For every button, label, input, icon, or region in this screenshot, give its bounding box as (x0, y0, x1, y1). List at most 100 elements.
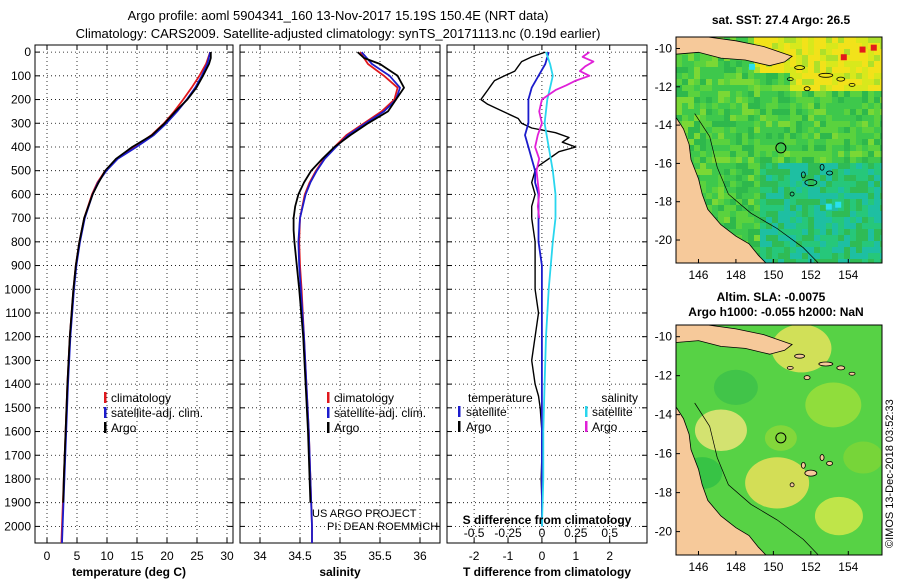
sst-cell (784, 127, 790, 133)
island-outline (804, 469, 818, 477)
sst-cell (814, 181, 820, 187)
sst-cell (856, 67, 862, 73)
sst-cell (766, 127, 772, 133)
sst-cell (742, 73, 748, 79)
map-lat-label: -10 (655, 41, 673, 55)
sst-cell (790, 259, 796, 263)
sst-cell (826, 127, 832, 133)
sst-cell (844, 199, 850, 205)
sst-cell (676, 73, 682, 79)
sst-cell (826, 67, 832, 73)
sst-cell (808, 115, 814, 121)
sst-cell (862, 229, 868, 235)
sst-cell (778, 97, 784, 103)
sst-cell (868, 235, 874, 241)
sst-cell (808, 193, 814, 199)
sst-cell (760, 73, 766, 79)
sst-cell (808, 199, 814, 205)
sst-cell (856, 259, 862, 263)
sst-cell (688, 151, 694, 157)
sst-cell (820, 253, 826, 259)
sst-cell (778, 43, 784, 49)
sst-cell (688, 133, 694, 139)
sst-cell (820, 73, 826, 79)
sst-cell (730, 37, 736, 43)
sst-cell (868, 49, 874, 55)
sst-cell (826, 145, 832, 151)
sla-blob (805, 382, 862, 428)
depth-tick-label: 1200 (4, 330, 31, 344)
sst-cell (838, 169, 844, 175)
sst-cell (820, 175, 826, 181)
sst-cell (790, 157, 796, 163)
sst-cell (712, 133, 718, 139)
sst-cell (784, 91, 790, 97)
sst-cell (820, 223, 826, 229)
depth-tick-label: 1100 (5, 306, 31, 320)
sst-cell (856, 229, 862, 235)
sst-cell (850, 37, 856, 43)
sst-cell (754, 73, 760, 79)
sst-cell (802, 133, 808, 139)
sst-cell (742, 85, 748, 91)
sst-cell (868, 151, 874, 157)
sst-cell (700, 127, 706, 133)
sst-cell (784, 43, 790, 49)
legend-title: salinity (601, 391, 638, 405)
sst-cell (856, 91, 862, 97)
sst-cell (862, 241, 868, 247)
sst-cell (838, 121, 844, 127)
sst-cell (868, 61, 874, 67)
sst-cell (826, 73, 832, 79)
sla-blob (745, 457, 810, 509)
sst-cell (712, 169, 718, 175)
sst-cell (772, 79, 778, 85)
sst-cell (832, 259, 838, 263)
sst-cell (748, 157, 754, 163)
sst-cell (718, 151, 724, 157)
sst-cell (808, 109, 814, 115)
sst-map-title: sat. SST: 27.4 Argo: 26.5 (712, 13, 851, 27)
map-lon-label: 150 (763, 268, 783, 282)
sst-cell (814, 73, 820, 79)
sst-cell (796, 193, 802, 199)
depth-tick-label: 300 (11, 116, 31, 130)
sst-cell (688, 103, 694, 109)
sst-cell (844, 49, 850, 55)
sst-cell (760, 85, 766, 91)
sst-cell (688, 115, 694, 121)
sst-cell (754, 109, 760, 115)
sst-cell (688, 145, 694, 151)
sst-cell (778, 139, 784, 145)
island-outline (848, 371, 856, 376)
sst-cell (778, 127, 784, 133)
sst-cell (754, 187, 760, 193)
sst-cell (856, 247, 862, 253)
sst-cell (706, 55, 712, 61)
sst-cell (802, 97, 808, 103)
sst-cell (838, 187, 844, 193)
sst-cell (682, 115, 688, 121)
sst-cell (742, 121, 748, 127)
sst-cell (868, 79, 874, 85)
sst-cell (742, 133, 748, 139)
top-tick-label: 0 (539, 526, 546, 540)
sst-cell (742, 145, 748, 151)
sst-cell (856, 223, 862, 229)
sst-cell (790, 175, 796, 181)
sst-cell (718, 103, 724, 109)
sst-cell (724, 115, 730, 121)
sst-cell (862, 175, 868, 181)
sst-cell (814, 55, 820, 61)
sst-cell (862, 259, 868, 263)
sst-cell (700, 139, 706, 145)
sst-cell (856, 115, 862, 121)
sst-cell (832, 97, 838, 103)
sst-cell (682, 109, 688, 115)
sst-cell (754, 175, 760, 181)
sst-cell (694, 121, 700, 127)
sla-map-title: Altim. SLA: -0.0075 (717, 290, 826, 304)
sst-cell (826, 199, 832, 205)
plot-frame (446, 44, 648, 544)
sst-cell (802, 199, 808, 205)
